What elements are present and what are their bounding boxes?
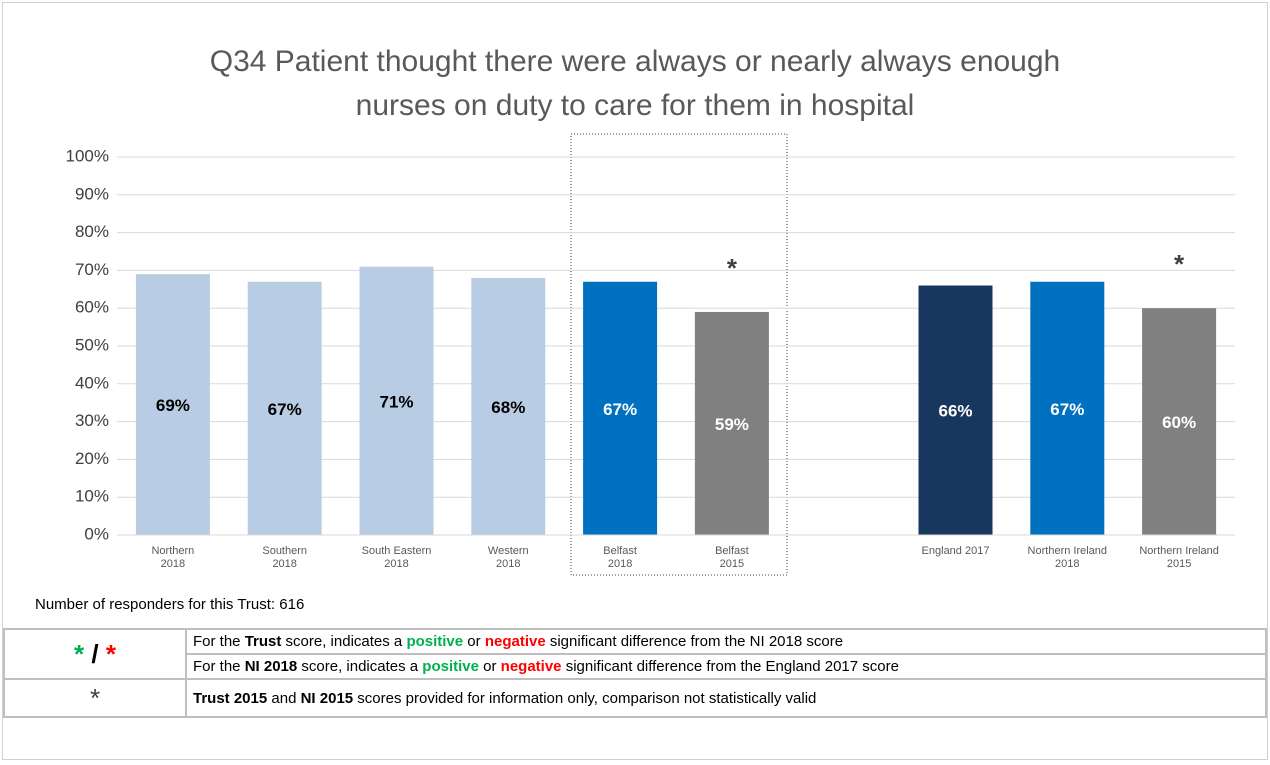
value-label: 67% — [603, 400, 637, 419]
x-tick-label: South Eastern 2018 — [361, 545, 432, 570]
x-tick-label: Northern Ireland 2018 — [1027, 545, 1108, 570]
legend-text: positive — [406, 633, 464, 650]
y-tick-label: 90% — [75, 184, 109, 203]
highlight-box — [570, 133, 788, 576]
bar — [247, 281, 322, 535]
legend-text: * — [89, 682, 101, 713]
legend-text: scores provided for information only, co… — [353, 689, 817, 707]
legend-symbol: * — [3, 678, 187, 718]
y-tick-label: 80% — [75, 222, 109, 241]
bar — [135, 274, 210, 535]
legend-table: * / * For the Trust score, indicates a po… — [3, 628, 1267, 718]
significance-marker: * — [1174, 249, 1185, 279]
legend-text: and — [267, 689, 301, 707]
x-tick-label: Southern 2018 — [262, 545, 308, 570]
y-tick-label: 0% — [84, 524, 109, 543]
value-label: 69% — [156, 396, 190, 415]
legend-description: For the NI 2018 score, indicates a posit… — [185, 653, 1267, 680]
legend-row: * / * For the Trust score, indicates a po… — [3, 628, 1267, 680]
legend-text: For the — [193, 658, 245, 675]
value-label: 60% — [1162, 413, 1196, 432]
x-tick-label: Northern Ireland 2015 — [1139, 545, 1219, 570]
legend-text: * — [74, 638, 85, 669]
bar — [1030, 281, 1105, 535]
legend-description: Trust 2015 and NI 2015 scores provided f… — [185, 678, 1267, 718]
y-tick-label: 20% — [75, 449, 109, 468]
x-tick-label: Belfast 2015 — [715, 545, 749, 570]
value-label: 66% — [938, 402, 972, 421]
legend-row: For the NI 2018 score, indicates a posit… — [4, 653, 1267, 680]
legend-description: For the Trust score, indicates a positiv… — [185, 628, 1267, 655]
value-label: 67% — [268, 400, 302, 419]
bar — [471, 277, 546, 535]
y-tick-label: 40% — [75, 373, 109, 392]
legend-text: or — [478, 658, 501, 675]
x-tick-label: Northern 2018 — [151, 545, 195, 570]
legend-text: significant difference from the England … — [561, 658, 899, 675]
y-tick-label: 70% — [75, 260, 109, 279]
legend-text: significant difference from the NI 2018 … — [545, 633, 844, 650]
y-tick-label: 100% — [66, 146, 109, 165]
bar — [583, 281, 658, 535]
legend-text: negative — [484, 633, 546, 650]
legend-text: negative — [500, 658, 562, 675]
legend-text: positive — [422, 658, 479, 675]
x-tick-label: Belfast 2018 — [603, 545, 637, 570]
legend-text: score, indicates a — [297, 658, 423, 675]
legend-text: For the — [193, 633, 245, 650]
y-tick-label: 10% — [75, 487, 109, 506]
y-tick-label: 60% — [75, 298, 109, 317]
legend-text: Trust — [244, 633, 282, 650]
bar — [1142, 308, 1217, 535]
value-label: 71% — [379, 392, 413, 411]
y-tick-label: 30% — [75, 411, 109, 430]
bar — [359, 266, 434, 535]
significance-marker: * — [727, 253, 738, 283]
footer: Number of responders for this Trust: 616 — [35, 596, 305, 613]
bar — [918, 285, 993, 535]
value-label: 59% — [715, 415, 749, 434]
y-tick-label: 50% — [75, 335, 109, 354]
legend-text: / — [84, 638, 106, 669]
legend-row: * Trust 2015 and NI 2015 scores provided … — [3, 678, 1267, 718]
legend-symbol: * / * — [3, 628, 187, 680]
x-tick-label: England 2017 — [921, 545, 990, 557]
legend-text: NI 2015 — [300, 689, 354, 707]
value-label: 67% — [1050, 400, 1084, 419]
legend-text: or — [463, 633, 485, 650]
value-label: 68% — [491, 398, 525, 417]
legend-text: NI 2018 — [244, 658, 298, 675]
legend-text: Trust 2015 — [193, 689, 268, 707]
legend-text: score, indicates a — [281, 633, 407, 650]
bar — [694, 311, 769, 535]
legend-text: * — [105, 638, 116, 669]
x-tick-label: Western 2018 — [487, 545, 529, 570]
chart-title: Q34 Patient thought there were always or… — [209, 45, 1061, 122]
